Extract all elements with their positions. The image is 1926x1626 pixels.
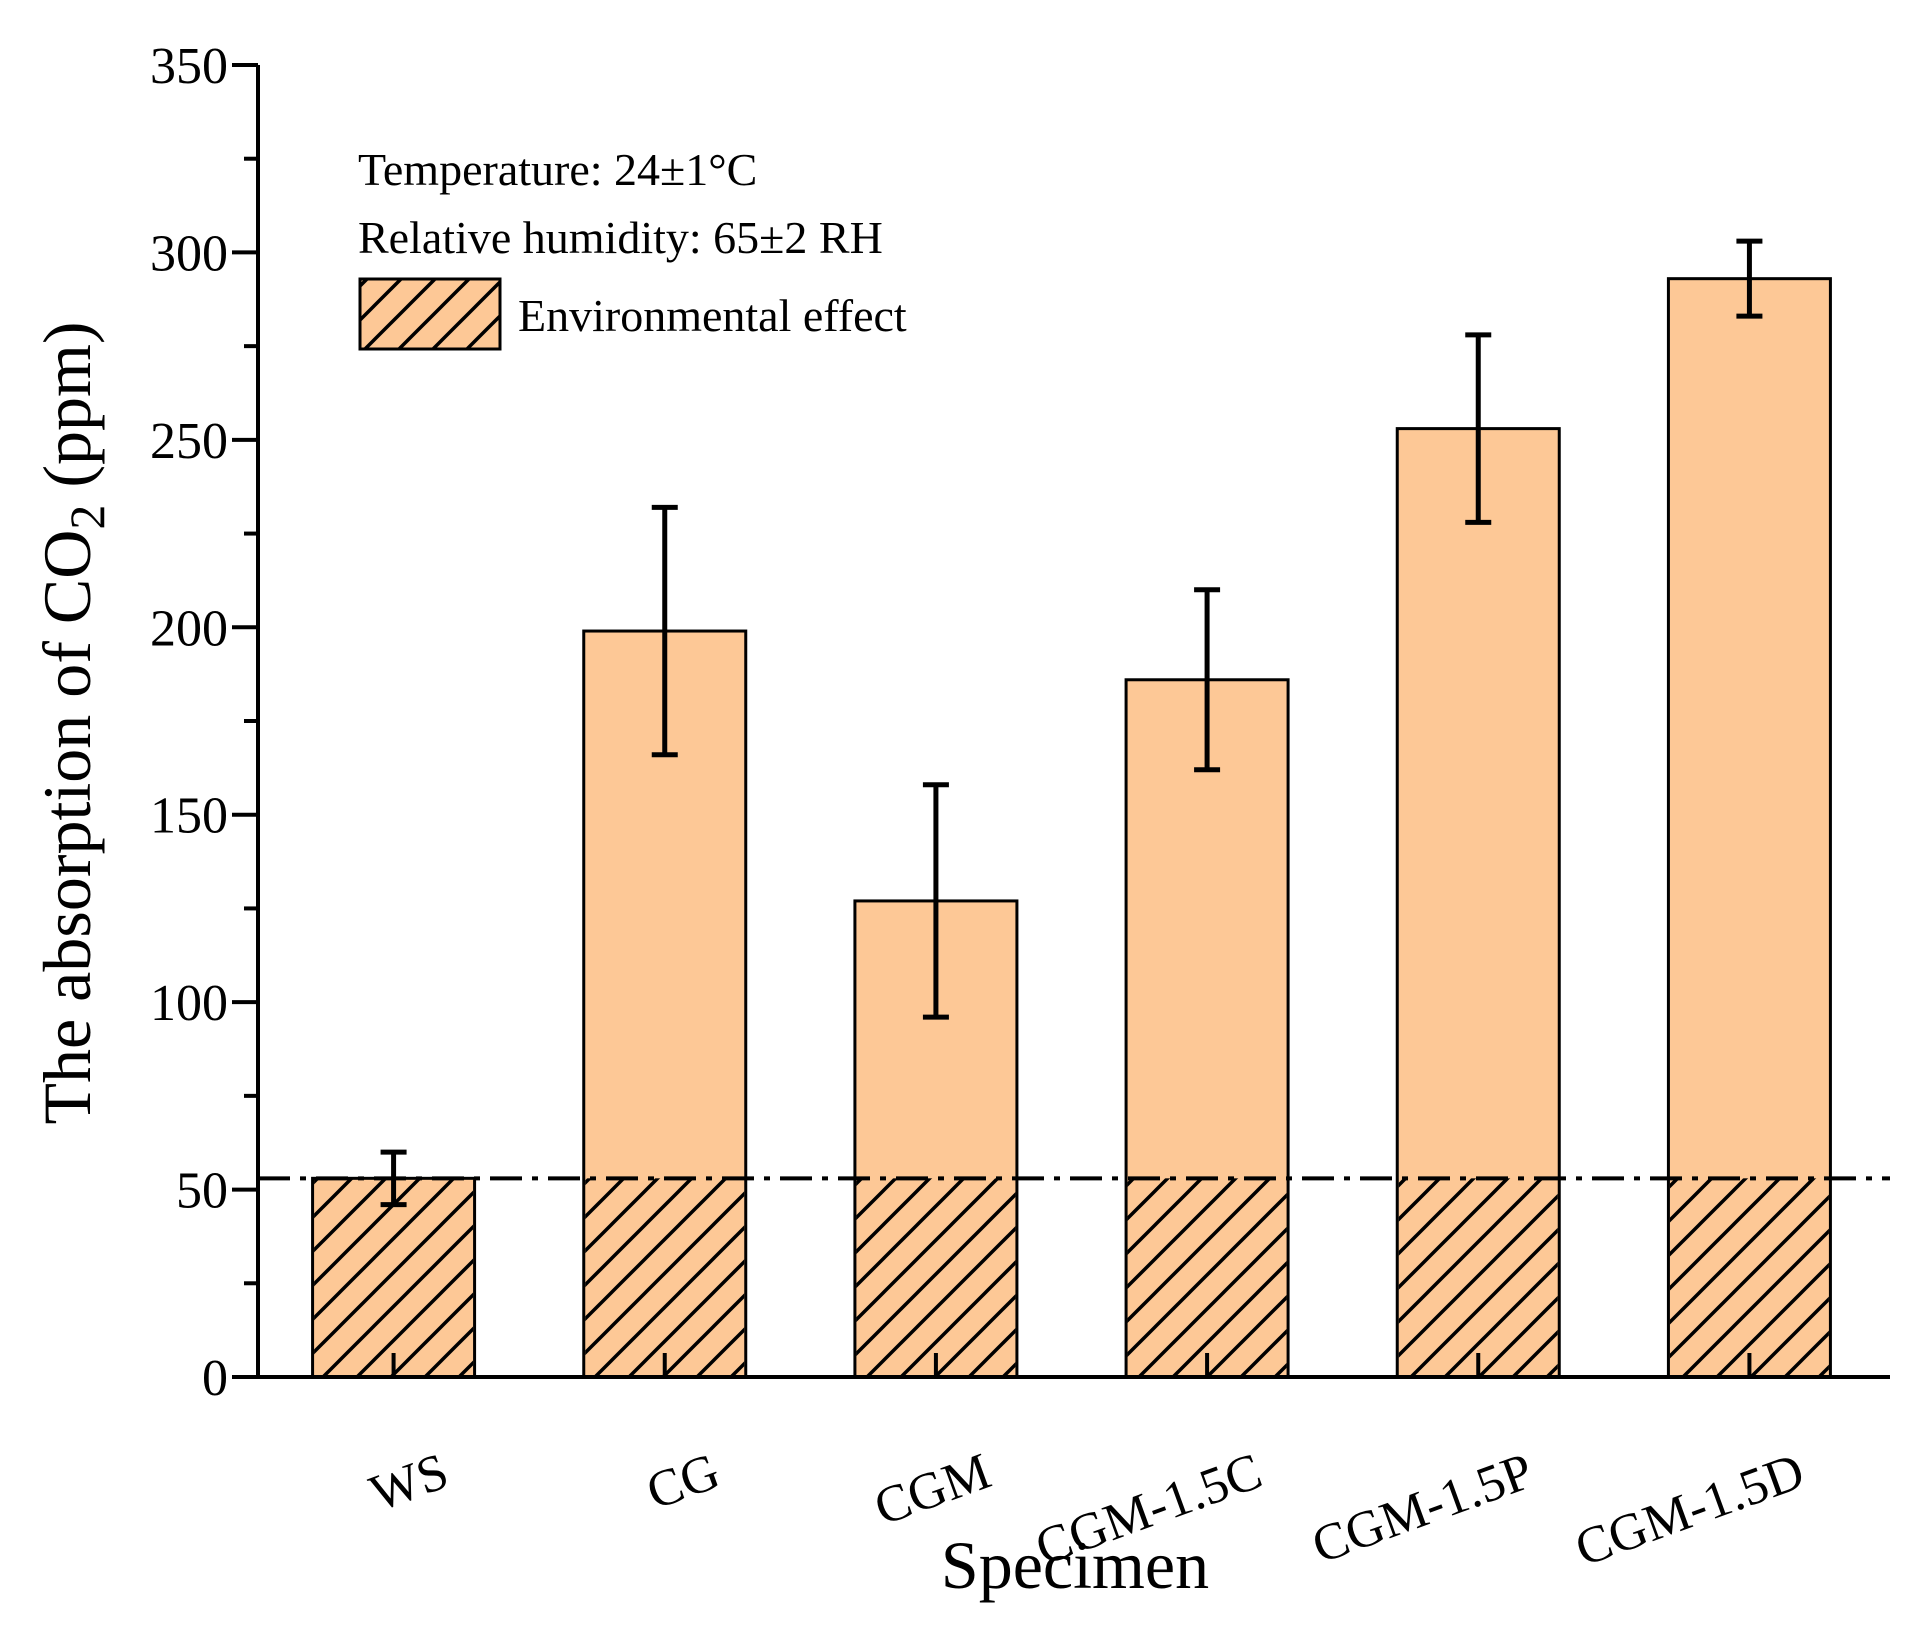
y-tick-label: 350 — [150, 38, 228, 95]
legend-swatch-hatch — [358, 277, 502, 351]
error-bars — [380, 238, 1763, 1208]
hatch-cgm-1-5p — [1398, 1178, 1558, 1377]
y-tick-label: 150 — [150, 788, 228, 845]
y-axis-title: The absorption of CO2 (ppm) — [29, 321, 115, 1124]
x-tick-label: CGM-1.5D — [1568, 1443, 1811, 1578]
hatch-cgm — [856, 1178, 1016, 1377]
error-bar-cgm-1-5p — [1465, 332, 1492, 525]
error-bar-ws — [380, 1149, 407, 1208]
error-bar-cg — [651, 504, 678, 758]
y-axis-title-subscript: 2 — [59, 505, 115, 530]
annotations: Temperature: 24±1°C Relative humidity: 6… — [358, 144, 883, 263]
bars — [311, 277, 1832, 1379]
y-axis-ticks: 0 50 100 150 200 250 300 350 — [150, 38, 258, 1407]
hatch-cgm-1-5c — [1127, 1178, 1287, 1377]
hatch-cgm-1-5d — [1669, 1178, 1829, 1377]
error-bar-cgm — [922, 782, 949, 1020]
temperature-annotation: Temperature: 24±1°C — [358, 144, 757, 195]
y-tick-label: 50 — [176, 1163, 228, 1220]
x-axis-title: Specimen — [941, 1527, 1209, 1603]
x-tick-label: CG — [639, 1443, 726, 1521]
error-bar-cgm-1-5d — [1736, 238, 1763, 319]
legend-label: Environmental effect — [518, 290, 907, 341]
y-tick-label: 0 — [202, 1350, 228, 1407]
y-tick-label: 250 — [150, 413, 228, 470]
hatch-cg — [585, 1178, 745, 1377]
error-bar-cgm-1-5c — [1194, 587, 1221, 773]
hatch-ws — [314, 1178, 474, 1377]
y-axis-title-unit: (ppm) — [29, 321, 105, 504]
y-tick-label: 300 — [150, 225, 228, 282]
y-tick-label: 200 — [150, 600, 228, 657]
y-tick-label: 100 — [150, 975, 228, 1032]
x-tick-label: CGM — [867, 1443, 998, 1537]
y-axis-title-main: The absorption of CO — [29, 530, 105, 1125]
legend: Environmental effect — [358, 277, 907, 351]
humidity-annotation: Relative humidity: 65±2 RH — [358, 212, 883, 263]
environmental-effect-hatch — [314, 1178, 1829, 1377]
x-tick-label: WS — [363, 1443, 456, 1523]
x-tick-label: CGM-1.5P — [1305, 1443, 1540, 1575]
